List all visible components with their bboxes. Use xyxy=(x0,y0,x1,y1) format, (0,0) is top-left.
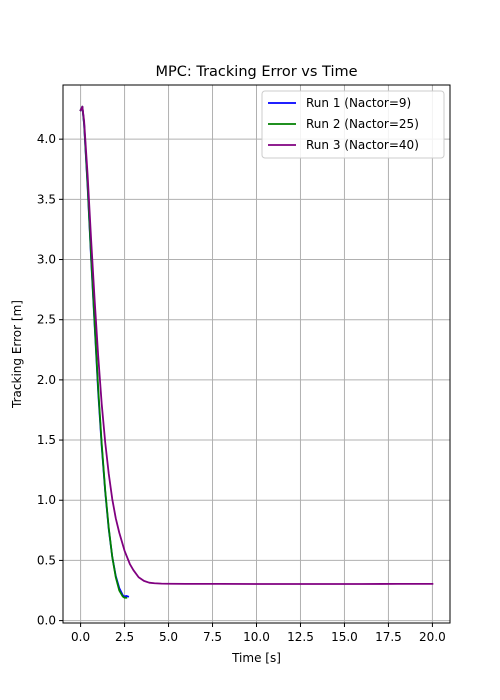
grid xyxy=(63,85,450,623)
x-axis-label: Time [s] xyxy=(231,651,281,665)
x-tick-label: 7.5 xyxy=(203,630,222,644)
x-tick-label: 5.0 xyxy=(159,630,178,644)
legend-box xyxy=(261,90,445,159)
x-tick-label: 0.0 xyxy=(71,630,90,644)
y-axis-label: Tracking Error [m] xyxy=(10,300,24,409)
y-tick-label: 0.0 xyxy=(37,614,56,628)
x-tick-label: 17.5 xyxy=(375,630,402,644)
x-tick-label: 2.5 xyxy=(115,630,134,644)
y-tick-label: 3.0 xyxy=(37,253,56,267)
legend-label-run-2: Run 2 (Nactor=25) xyxy=(306,117,419,131)
x-tick-label: 20.0 xyxy=(419,630,446,644)
chart-title: MPC: Tracking Error vs Time xyxy=(155,64,357,80)
legend: Run 1 (Nactor=9) Run 2 (Nactor=25) Run 3 (… xyxy=(261,90,445,159)
legend-label-run-3: Run 3 (Nactor=40) xyxy=(306,138,419,152)
x-tick-label: 15.0 xyxy=(331,630,358,644)
x-tick-label: 10.0 xyxy=(243,630,270,644)
y-tick-label: 3.5 xyxy=(37,192,56,206)
y-tick-label: 2.5 xyxy=(37,313,56,327)
y-tick-label: 2.0 xyxy=(37,373,56,387)
y-tick-label: 1.5 xyxy=(37,433,56,447)
series-lines xyxy=(79,105,434,599)
legend-label-run-1: Run 1 (Nactor=9) xyxy=(306,96,411,110)
y-tick-label: 1.0 xyxy=(37,493,56,507)
plot-frame xyxy=(62,84,451,624)
series-line-run-3 xyxy=(79,105,434,585)
y-tick-label: 4.0 xyxy=(37,132,56,146)
x-tick-label: 12.5 xyxy=(287,630,314,644)
y-tick-label: 0.5 xyxy=(37,553,56,567)
axis-ticks: 0.0 2.5 5.0 7.5 10.0 12.5 15.0 17.5 20.0 0.0 0.5 1.… xyxy=(37,132,446,644)
